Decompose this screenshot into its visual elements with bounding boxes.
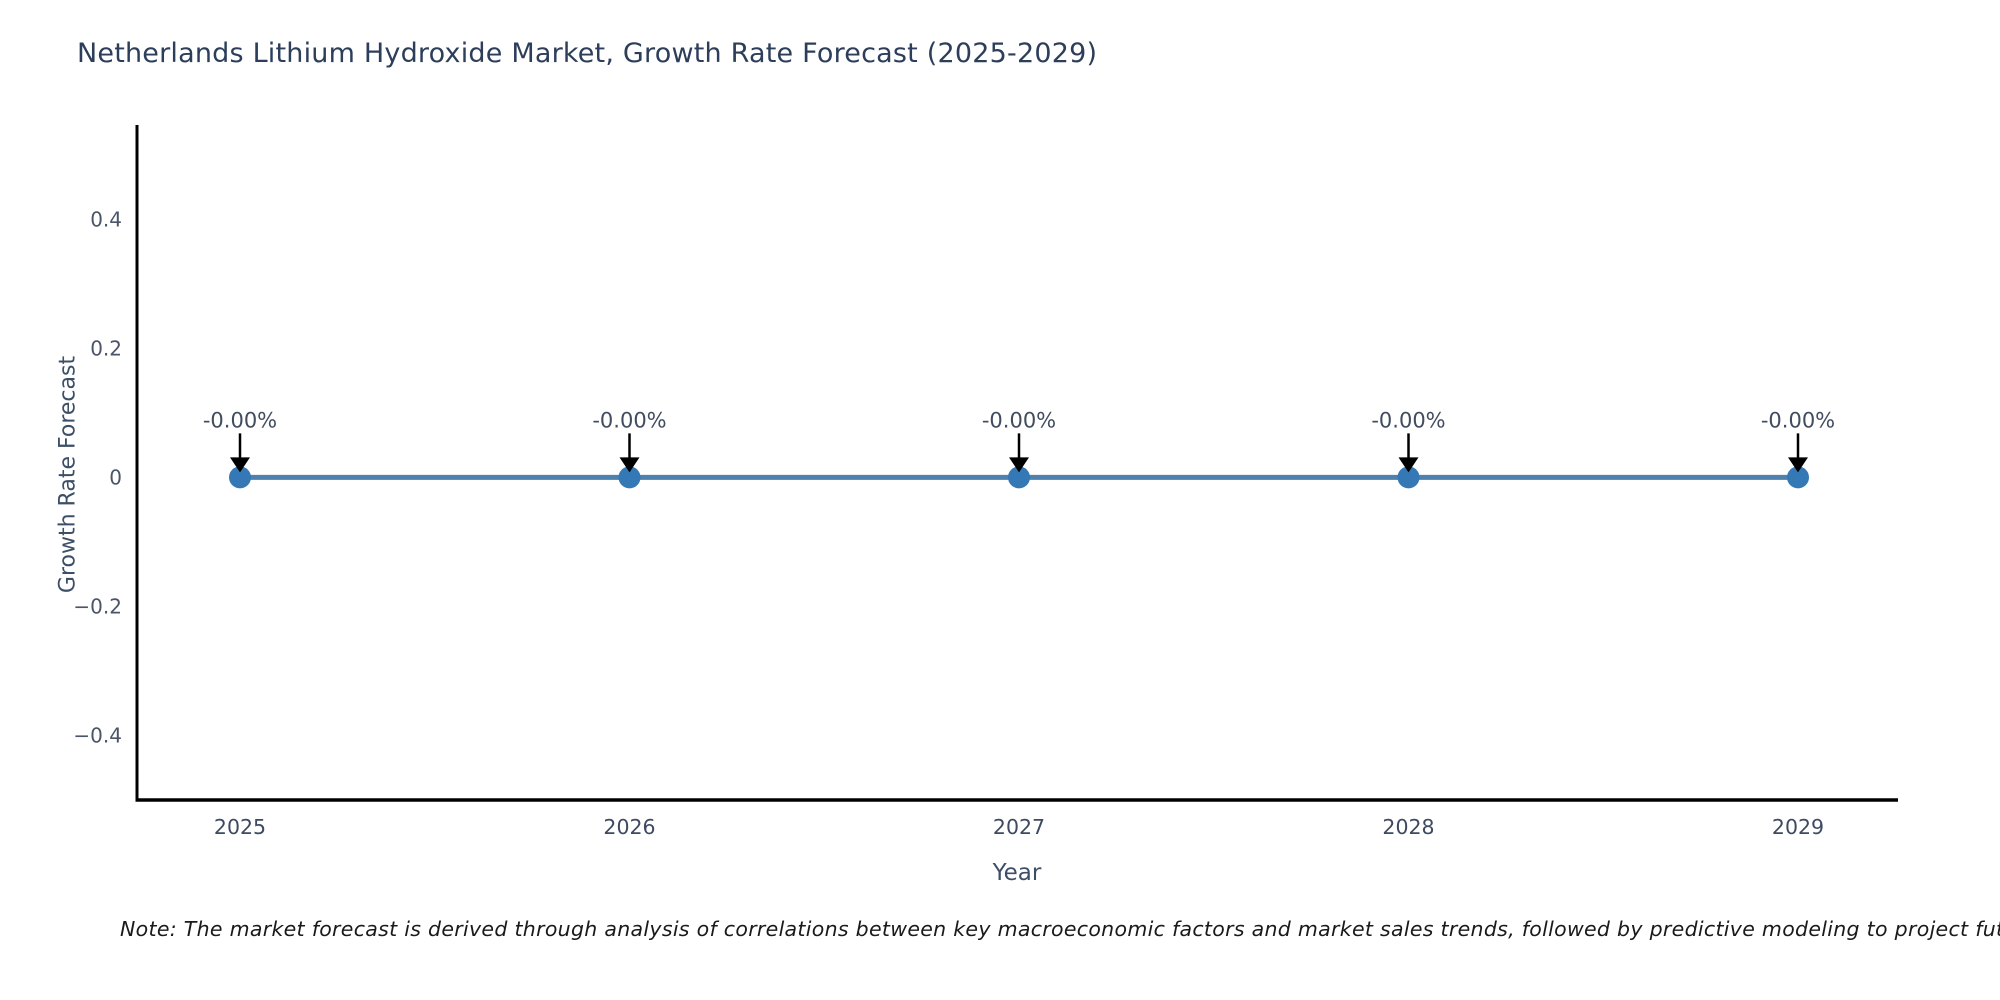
annotation-arrow-head — [1788, 457, 1808, 473]
x-tick-label: 2027 — [993, 815, 1045, 839]
annotation-arrow-head — [230, 457, 250, 473]
point-annotation: -0.00% — [1761, 408, 1835, 432]
x-tick-label: 2026 — [603, 815, 655, 839]
point-annotation: -0.00% — [982, 408, 1056, 432]
y-tick-label: −0.4 — [73, 723, 122, 747]
point-annotation: -0.00% — [592, 408, 666, 432]
point-annotation: -0.00% — [1371, 408, 1445, 432]
data-point — [1008, 466, 1030, 489]
y-tick-label: −0.2 — [73, 594, 122, 618]
x-tick-label: 2028 — [1382, 815, 1434, 839]
annotation-arrow-head — [1398, 457, 1419, 473]
data-point — [1787, 466, 1809, 489]
data-point — [618, 466, 641, 489]
data-point — [1397, 466, 1420, 489]
y-tick-label: 0.2 — [90, 336, 122, 360]
annotation-arrow-head — [1009, 457, 1029, 473]
x-axis-title: Year — [992, 860, 1042, 886]
x-tick-label: 2025 — [214, 815, 266, 839]
x-tick-label: 2029 — [1772, 815, 1824, 839]
data-point — [229, 466, 251, 489]
annotation-arrow-head — [619, 457, 640, 473]
y-tick-label: 0.4 — [90, 207, 122, 231]
chart-title: Netherlands Lithium Hydroxide Market, Gr… — [77, 38, 1098, 69]
point-annotation: -0.00% — [203, 408, 277, 432]
footnote: Note: The market forecast is derived thr… — [120, 917, 2000, 941]
y-tick-label: 0 — [109, 465, 122, 489]
